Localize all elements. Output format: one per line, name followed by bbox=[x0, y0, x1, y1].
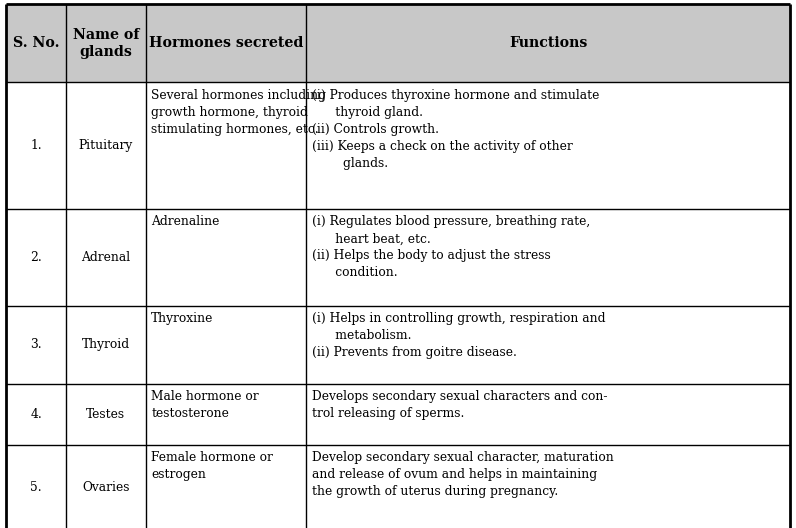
Text: (i) Helps in controlling growth, respiration and
      metabolism.
(ii) Prevents: (i) Helps in controlling growth, respira… bbox=[312, 312, 606, 359]
Text: Female hormone or
estrogen: Female hormone or estrogen bbox=[151, 451, 273, 481]
Text: Thyroxine: Thyroxine bbox=[151, 312, 213, 325]
Text: Adrenaline: Adrenaline bbox=[151, 215, 220, 229]
Text: Name of
glands: Name of glands bbox=[72, 27, 139, 59]
Text: Thyroid: Thyroid bbox=[82, 338, 130, 351]
Bar bbox=[6, 4, 790, 82]
Text: Hormones secreted: Hormones secreted bbox=[149, 36, 303, 50]
Text: Ovaries: Ovaries bbox=[82, 481, 130, 494]
Text: Develops secondary sexual characters and con-
trol releasing of sperms.: Develops secondary sexual characters and… bbox=[312, 390, 607, 420]
Text: Adrenal: Adrenal bbox=[81, 251, 131, 264]
Text: Several hormones including
growth hormone, thyroid
stimulating hormones, etc.: Several hormones including growth hormon… bbox=[151, 89, 326, 136]
Text: Develop secondary sexual character, maturation
and release of ovum and helps in : Develop secondary sexual character, matu… bbox=[312, 451, 614, 498]
Text: (i) Produces thyroxine hormone and stimulate
      thyroid gland.
(ii) Controls : (i) Produces thyroxine hormone and stimu… bbox=[312, 89, 599, 169]
Text: S. No.: S. No. bbox=[13, 36, 60, 50]
Text: Pituitary: Pituitary bbox=[79, 139, 133, 152]
Text: 2.: 2. bbox=[30, 251, 42, 264]
Text: 5.: 5. bbox=[30, 481, 42, 494]
Text: 4.: 4. bbox=[30, 408, 42, 421]
Text: Functions: Functions bbox=[509, 36, 587, 50]
Text: Male hormone or
testosterone: Male hormone or testosterone bbox=[151, 390, 259, 420]
Text: 3.: 3. bbox=[30, 338, 42, 351]
Text: (i) Regulates blood pressure, breathing rate,
      heart beat, etc.
(ii) Helps : (i) Regulates blood pressure, breathing … bbox=[312, 215, 591, 279]
Text: Testes: Testes bbox=[86, 408, 126, 421]
Text: 1.: 1. bbox=[30, 139, 42, 152]
